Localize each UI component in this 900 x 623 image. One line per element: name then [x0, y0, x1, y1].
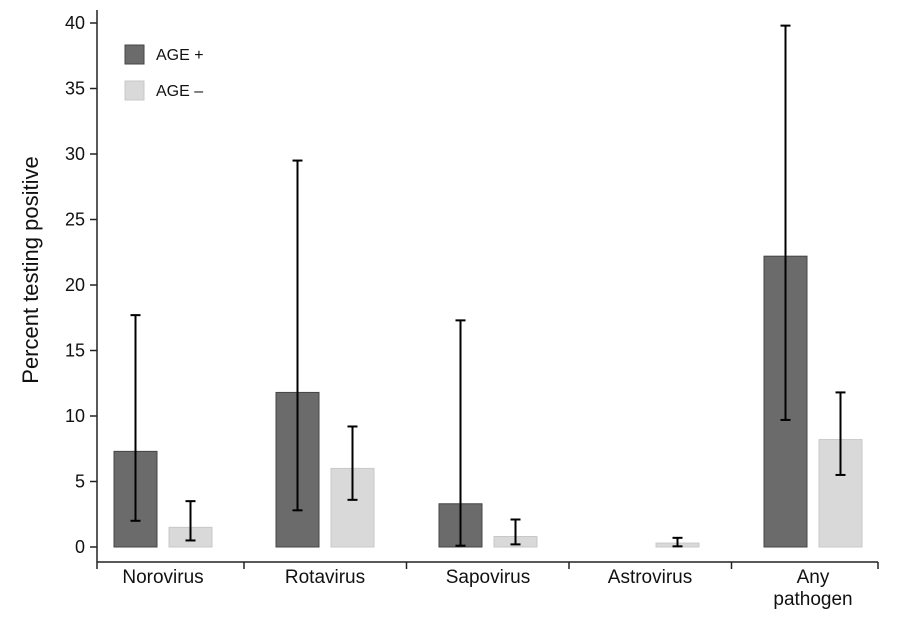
axes-layer: 0 5 10 15 20 25 30 35 40 Norovirus Rotavirus Sapovi…	[65, 10, 879, 610]
legend-label: AGE –	[156, 83, 203, 100]
y-axis-title: Percent testing positive	[18, 156, 43, 383]
bars-layer	[113, 255, 863, 548]
category-label: Astrovirus	[608, 567, 692, 588]
category-label: Sapovirus	[446, 567, 531, 588]
y-tick-label: 10	[65, 406, 85, 426]
category-label: Any pathogen	[773, 567, 852, 610]
y-tick-label: 40	[65, 13, 85, 33]
legend-swatch	[124, 44, 145, 65]
y-tick-label: 5	[75, 472, 85, 492]
y-tick-label: 25	[65, 210, 85, 230]
y-tick-label: 35	[65, 79, 85, 99]
y-tick-label: 30	[65, 144, 85, 164]
category-label: Norovirus	[122, 567, 203, 588]
y-tick-label: 0	[75, 537, 85, 557]
y-tick-label: 15	[65, 341, 85, 361]
error-bars-layer	[130, 24, 846, 548]
y-tick-label: 20	[65, 275, 85, 295]
legend-swatch	[124, 80, 145, 101]
legend-label: AGE +	[156, 47, 204, 64]
category-label: Rotavirus	[285, 567, 365, 588]
legend: AGE + AGE –	[124, 44, 204, 101]
